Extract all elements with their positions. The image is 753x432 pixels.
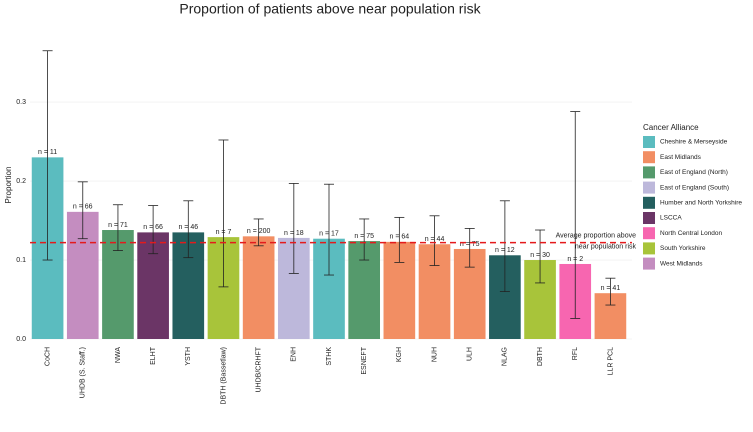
y-tick-label: 0.0 — [16, 336, 26, 343]
x-tick-label: DBTH — [537, 347, 544, 366]
n-label: n = 17 — [319, 231, 339, 238]
n-label: n = 64 — [390, 234, 410, 241]
x-tick-label: ENH — [291, 347, 298, 362]
y-tick-label: 0.2 — [16, 178, 26, 185]
reference-label: near population risk — [575, 243, 637, 250]
x-tick-label: RFL — [572, 347, 579, 360]
legend-label: South Yorkshire — [660, 245, 706, 252]
legend-label: North Central London — [660, 230, 723, 237]
legend-swatch — [643, 227, 655, 240]
y-tick-label: 0.1 — [16, 257, 26, 264]
legend-label: East Midlands — [660, 154, 702, 161]
legend-label: East of England (South) — [660, 184, 729, 191]
n-label: n = 11 — [38, 149, 57, 156]
legend-title: Cancer Alliance — [643, 123, 699, 132]
legend-swatch — [643, 136, 655, 148]
n-label: n = 46 — [178, 224, 198, 231]
y-axis-title: Proportion — [4, 167, 13, 204]
reference-label: Average proportion above — [556, 232, 637, 239]
n-label: n = 7 — [216, 229, 232, 236]
n-label: n = 18 — [284, 230, 304, 237]
legend-swatch — [643, 257, 655, 270]
n-label: n = 200 — [247, 228, 271, 235]
legend-swatch — [643, 151, 655, 164]
x-tick-label: UHDB (S. Staff.) — [80, 347, 87, 398]
x-tick-label: NWA — [115, 347, 122, 363]
chart-title: Proportion of patients above near popula… — [179, 1, 481, 17]
x-tick-label: NUH — [431, 347, 438, 362]
y-tick-label: 0.3 — [16, 99, 26, 106]
x-tick-label: ELHT — [150, 346, 157, 365]
x-tick-label: LLR PCL — [607, 347, 614, 376]
x-tick-label: DBTH (Bassetlaw) — [220, 347, 227, 405]
x-tick-label: UHDB/CRHFT — [255, 346, 262, 392]
legend-label: LSCCA — [660, 215, 682, 222]
legend-label: Cheshire & Merseyside — [660, 139, 728, 146]
n-label: n = 66 — [73, 204, 93, 211]
legend-swatch — [643, 166, 655, 179]
x-tick-label: ESNEFT — [361, 346, 368, 374]
legend-swatch — [643, 212, 655, 224]
n-label: n = 66 — [143, 224, 163, 231]
x-tick-label: STHK — [326, 347, 333, 366]
x-tick-label: KGH — [396, 347, 403, 362]
x-tick-label: CoCH — [44, 347, 51, 366]
x-tick-label: ULH — [467, 347, 474, 361]
x-tick-label: NLAG — [502, 347, 509, 366]
n-label: n = 41 — [601, 285, 621, 292]
n-label: n = 44 — [425, 236, 445, 243]
n-label: n = 30 — [530, 252, 550, 259]
n-label: n = 75 — [354, 233, 374, 240]
legend-label: Humber and North Yorkshire — [660, 200, 742, 207]
legend-label: East of England (North) — [660, 169, 728, 176]
legend-swatch — [643, 181, 655, 194]
n-label: n = 71 — [108, 222, 128, 229]
n-label: n = 2 — [567, 256, 583, 263]
n-label: n = 75 — [460, 241, 480, 248]
x-tick-label: YSTH — [185, 347, 192, 366]
legend-label: West Midlands — [660, 260, 703, 267]
n-label: n = 12 — [495, 247, 515, 254]
bar — [242, 236, 275, 339]
legend-swatch — [643, 196, 655, 209]
legend-swatch — [643, 242, 655, 255]
